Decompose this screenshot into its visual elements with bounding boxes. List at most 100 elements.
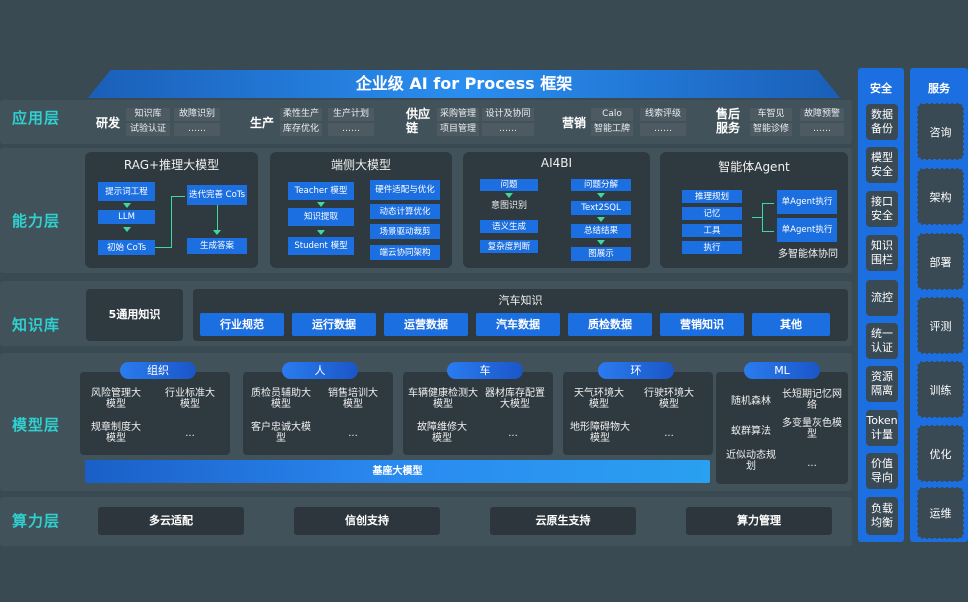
app-item[interactable]: 车智见 xyxy=(750,108,792,121)
service-item[interactable]: 咨询 xyxy=(917,103,964,160)
model-item[interactable]: 近似动态规划 xyxy=(726,450,776,472)
knowledge-item[interactable]: 运行数据 xyxy=(292,313,376,336)
security-item[interactable]: 负载均衡 xyxy=(866,497,898,535)
service-item[interactable]: 优化 xyxy=(917,425,964,482)
connector-line xyxy=(171,196,185,197)
flow-node[interactable]: 提示词工程 xyxy=(98,182,155,201)
knowledge-item[interactable]: 质检数据 xyxy=(568,313,652,336)
model-item[interactable]: 行驶环境大模型 xyxy=(644,388,694,410)
model-item[interactable]: 客户忠诚大模型 xyxy=(251,422,311,444)
general-knowledge[interactable]: 5通用知识 xyxy=(86,289,183,341)
agent-component[interactable]: 推理规划 xyxy=(682,190,742,203)
model-item[interactable]: 天气环境大模型 xyxy=(574,388,624,410)
flow-node[interactable]: Teacher 模型 xyxy=(288,182,354,200)
app-item[interactable]: …… xyxy=(640,123,686,136)
app-item[interactable]: 智能工牌 xyxy=(591,123,633,136)
model-tag-people: 人 xyxy=(282,362,358,379)
app-item[interactable]: 柔性生产 xyxy=(280,108,322,121)
app-item[interactable]: 试验认证 xyxy=(126,123,170,136)
model-item[interactable]: 故障维修大模型 xyxy=(417,422,467,444)
model-item[interactable]: 质检员辅助大模型 xyxy=(251,388,311,410)
flow-node[interactable]: LLM xyxy=(98,210,155,224)
flow-node[interactable]: 迭代完善 CoTs xyxy=(187,185,247,205)
app-group-production: 生产 xyxy=(250,116,275,130)
connector-line xyxy=(217,205,218,231)
app-item[interactable]: 库存优化 xyxy=(280,123,322,136)
security-item[interactable]: Token计量 xyxy=(866,410,898,446)
app-item[interactable]: Calo xyxy=(591,108,633,121)
security-item[interactable]: 价值导向 xyxy=(866,453,898,489)
knowledge-item[interactable]: 营销知识 xyxy=(660,313,744,336)
app-item[interactable]: 故障识别 xyxy=(174,108,220,121)
compute-item[interactable]: 云原生支持 xyxy=(490,507,636,535)
flow-node[interactable]: 知识提取 xyxy=(288,208,354,226)
layer-label-compute: 算力层 xyxy=(12,512,61,530)
service-item[interactable]: 部署 xyxy=(917,233,964,290)
app-item[interactable]: 采购管理 xyxy=(437,108,479,121)
model-item[interactable]: 销售培训大模型 xyxy=(328,388,378,410)
single-agent-node[interactable]: 单Agent执行 xyxy=(777,218,837,242)
app-item[interactable]: …… xyxy=(328,123,374,136)
knowledge-item[interactable]: 运营数据 xyxy=(384,313,468,336)
flow-node[interactable]: Student 模型 xyxy=(288,237,354,255)
app-item[interactable]: 线索评级 xyxy=(640,108,686,121)
service-item[interactable]: 运维 xyxy=(917,487,964,539)
model-item[interactable]: 车辆健康检测大模型 xyxy=(408,388,478,410)
flow-node[interactable]: 语义生成 xyxy=(480,220,538,233)
security-item[interactable]: 模型安全 xyxy=(866,147,898,183)
agent-component[interactable]: 记忆 xyxy=(682,207,742,220)
edge-feature[interactable]: 动态计算优化 xyxy=(370,204,440,219)
model-item[interactable]: 行业标准大模型 xyxy=(165,388,215,410)
edge-feature[interactable]: 硬件适配与优化 xyxy=(370,180,440,200)
compute-item[interactable]: 算力管理 xyxy=(686,507,832,535)
service-item[interactable]: 评测 xyxy=(917,297,964,354)
knowledge-item[interactable]: 汽车数据 xyxy=(476,313,560,336)
base-model-bar[interactable]: 基座大模型 xyxy=(85,460,710,483)
model-item[interactable]: 蚁群算法 xyxy=(731,426,771,437)
arrow-down-icon xyxy=(317,230,325,235)
app-item[interactable]: 项目管理 xyxy=(437,123,479,136)
app-item[interactable]: 知识库 xyxy=(126,108,170,121)
model-item[interactable]: 风险管理大模型 xyxy=(91,388,141,410)
security-item[interactable]: 接口安全 xyxy=(866,191,898,227)
flow-node[interactable]: 初始 CoTs xyxy=(98,240,155,255)
arrow-down-icon xyxy=(123,227,131,232)
model-item[interactable]: 规章制度大模型 xyxy=(91,422,141,444)
compute-item[interactable]: 信创支持 xyxy=(294,507,440,535)
agent-component[interactable]: 工具 xyxy=(682,224,742,237)
app-item[interactable]: 设计及协同 xyxy=(482,108,534,121)
security-item[interactable]: 统一认证 xyxy=(866,323,898,359)
knowledge-item[interactable]: 行业规范 xyxy=(200,313,284,336)
service-item[interactable]: 训练 xyxy=(917,361,964,418)
service-item[interactable]: 架构 xyxy=(917,168,964,225)
security-item[interactable]: 资源隔离 xyxy=(866,366,898,402)
flow-node[interactable]: 生成答案 xyxy=(187,238,247,254)
flow-node[interactable]: Text2SQL xyxy=(571,201,631,215)
flow-node[interactable]: 问题 xyxy=(480,179,538,191)
app-item[interactable]: …… xyxy=(800,123,844,136)
flow-node[interactable]: 复杂度判断 xyxy=(480,240,538,253)
model-item[interactable]: 随机森林 xyxy=(731,396,771,407)
edge-feature[interactable]: 场景驱动裁剪 xyxy=(370,224,440,239)
model-item[interactable]: 器材库存配置大模型 xyxy=(485,388,545,410)
edge-feature[interactable]: 端云协同架构 xyxy=(370,245,440,260)
single-agent-node[interactable]: 单Agent执行 xyxy=(777,190,837,214)
app-item[interactable]: 故障预警 xyxy=(800,108,844,121)
knowledge-item[interactable]: 其他 xyxy=(752,313,830,336)
compute-item[interactable]: 多云适配 xyxy=(98,507,244,535)
agent-component[interactable]: 执行 xyxy=(682,241,742,254)
app-item[interactable]: …… xyxy=(174,123,220,136)
app-item[interactable]: 智能诊修 xyxy=(750,123,792,136)
model-item[interactable]: 地形障碍物大模型 xyxy=(570,422,630,444)
app-item[interactable]: …… xyxy=(482,123,534,136)
security-item[interactable]: 知识围栏 xyxy=(866,235,898,271)
app-item[interactable]: 生产计划 xyxy=(328,108,374,121)
model-tag-org: 组织 xyxy=(120,362,196,379)
flow-node[interactable]: 问题分解 xyxy=(571,179,631,191)
flow-node[interactable]: 总结结果 xyxy=(571,224,631,238)
flow-node[interactable]: 图展示 xyxy=(571,247,631,261)
security-item[interactable]: 流控 xyxy=(866,280,898,316)
model-item[interactable]: 多变量灰色模型 xyxy=(782,418,842,440)
security-item[interactable]: 数据备份 xyxy=(866,104,898,140)
model-item[interactable]: 长短期记忆网络 xyxy=(782,389,842,411)
